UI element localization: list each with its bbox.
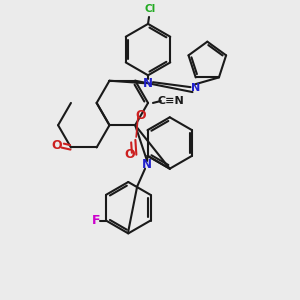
Text: F: F	[92, 214, 100, 227]
Text: O: O	[52, 139, 62, 152]
Text: O: O	[124, 148, 135, 161]
Text: N: N	[142, 158, 152, 171]
Text: O: O	[136, 109, 146, 122]
Text: C≡N: C≡N	[158, 96, 184, 106]
Text: N: N	[191, 83, 200, 93]
Text: N: N	[143, 77, 153, 90]
Text: Cl: Cl	[144, 4, 156, 14]
